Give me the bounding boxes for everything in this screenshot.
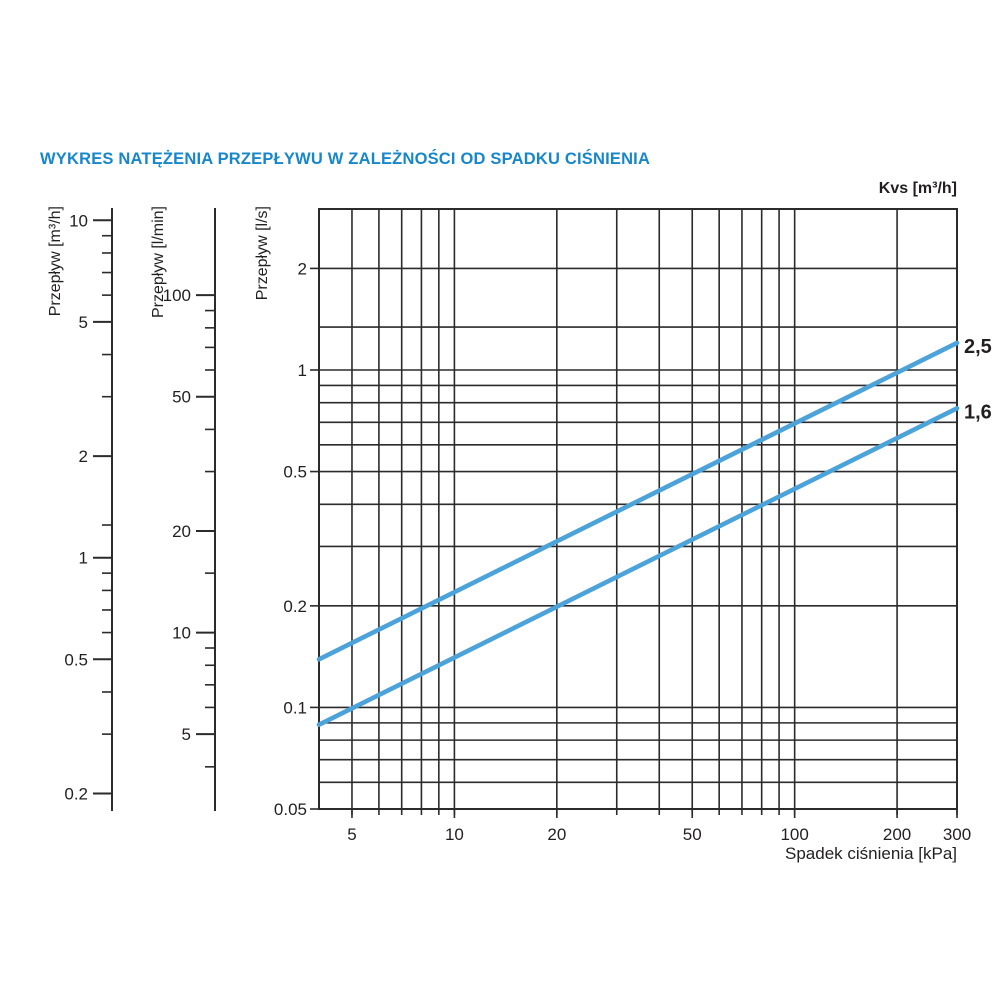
plot-border	[318, 208, 958, 810]
main-grid	[318, 208, 958, 810]
aux-tick-label: 10	[69, 211, 88, 230]
x-axis-title: Spadek ciśnienia [kPa]	[785, 844, 957, 863]
x-tick-label: 10	[445, 825, 464, 844]
aux-tick-label: 50	[172, 388, 191, 407]
aux-tick-label: 0.2	[64, 785, 88, 804]
aux-axis-title: Przepływ [l/min]	[150, 206, 167, 318]
kvs-line-1-6	[316, 406, 960, 727]
aux-tick-label: 20	[172, 522, 191, 541]
y-axis-ls: 2 1 0.5 0.2 0.1 0.05 Przepływ [l/s]	[254, 206, 319, 819]
x-tick-label: 5	[347, 825, 356, 844]
kvs-line-2-5	[316, 340, 960, 662]
kvs-lines: 2,5 1,6 Kvs [m³/h]	[316, 180, 992, 727]
kvs-line-label: 1,6	[964, 401, 992, 423]
aux-axis-m3h: 10 5 2 1 0.5 0.2 Przepływ [m³/h]	[47, 206, 113, 811]
aux-tick-label: 10	[172, 624, 191, 643]
aux-axis-lmin: 100 50 20 10 5 Przepływ [l/min]	[150, 206, 216, 811]
kvs-header: Kvs [m³/h]	[879, 180, 957, 197]
x-tick-label: 200	[883, 825, 911, 844]
y-tick-label: 0.5	[283, 463, 307, 482]
y-tick-label: 0.1	[283, 698, 307, 717]
y-axis-title: Przepływ [l/s]	[254, 206, 271, 300]
y-tick-label: 2	[298, 259, 307, 278]
aux-tick-label: 5	[182, 725, 191, 744]
x-tick-label: 300	[943, 825, 971, 844]
aux-tick-label: 5	[79, 313, 88, 332]
aux-tick-label: 1	[79, 549, 88, 568]
aux-axis-title: Przepływ [m³/h]	[47, 206, 64, 316]
x-tick-label: 50	[683, 825, 702, 844]
aux-tick-label: 100	[163, 286, 191, 305]
x-tick-label: 100	[780, 825, 808, 844]
y-tick-label: 0.2	[283, 597, 307, 616]
aux-tick-label: 2	[79, 447, 88, 466]
x-tick-label: 20	[547, 825, 566, 844]
aux-tick-label: 0.5	[64, 650, 88, 669]
y-tick-label: 1	[298, 361, 307, 380]
kvs-line-label: 2,5	[964, 336, 992, 358]
y-tick-label: 0.05	[274, 800, 307, 819]
page-title: WYKRES NATĘŻENIA PRZEPŁYWU W ZALEŻNOŚCI …	[40, 150, 651, 168]
